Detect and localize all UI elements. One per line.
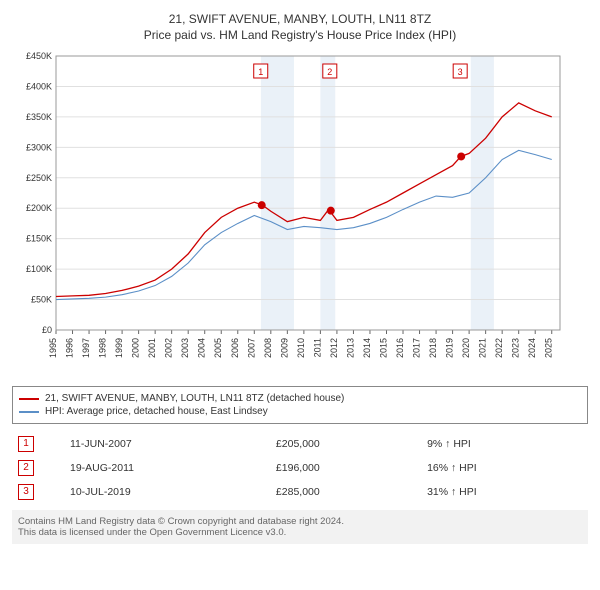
line-chart: £0 £50K £100K £150K £200K £250K £300K £350K £400… (12, 50, 568, 380)
svg-text:2001: 2001 (147, 338, 157, 358)
legend-label: HPI: Average price, detached house, East… (45, 406, 268, 417)
svg-text:2011: 2011 (312, 338, 322, 357)
svg-text:2002: 2002 (164, 338, 174, 358)
svg-text:£450K: £450K (26, 51, 52, 61)
svg-text:2018: 2018 (428, 338, 438, 358)
transaction-date: 10-JUL-2019 (64, 480, 270, 504)
svg-text:1: 1 (258, 67, 263, 77)
footer-line: Contains HM Land Registry data © Crown c… (18, 516, 582, 527)
table-row: 3 10-JUL-2019£285,00031% ↑ HPI (12, 480, 588, 504)
svg-text:2019: 2019 (445, 338, 455, 358)
footer-line: This data is licensed under the Open Gov… (18, 527, 582, 538)
svg-text:1997: 1997 (81, 338, 91, 358)
svg-text:£350K: £350K (26, 112, 52, 122)
transaction-date: 19-AUG-2011 (64, 456, 270, 480)
svg-text:2017: 2017 (412, 338, 422, 358)
footer: Contains HM Land Registry data © Crown c… (12, 510, 588, 544)
svg-text:2013: 2013 (345, 338, 355, 358)
svg-text:2010: 2010 (296, 338, 306, 358)
transaction-price: £196,000 (270, 456, 421, 480)
svg-text:2014: 2014 (362, 338, 372, 358)
transaction-diff: 31% ↑ HPI (421, 480, 588, 504)
page-subtitle: Price paid vs. HM Land Registry's House … (12, 28, 588, 42)
svg-text:£50K: £50K (31, 295, 52, 305)
legend: 21, SWIFT AVENUE, MANBY, LOUTH, LN11 8TZ… (12, 386, 588, 424)
legend-label: 21, SWIFT AVENUE, MANBY, LOUTH, LN11 8TZ… (45, 393, 344, 404)
svg-text:2: 2 (327, 67, 332, 77)
svg-text:1998: 1998 (98, 338, 108, 358)
svg-text:2024: 2024 (527, 338, 537, 358)
svg-text:1995: 1995 (48, 338, 58, 358)
svg-text:2009: 2009 (279, 338, 289, 358)
transaction-diff: 9% ↑ HPI (421, 432, 588, 456)
svg-text:£200K: £200K (26, 203, 52, 213)
legend-swatch (19, 411, 39, 413)
svg-text:2003: 2003 (180, 338, 190, 358)
page-title: 21, SWIFT AVENUE, MANBY, LOUTH, LN11 8TZ (12, 12, 588, 26)
svg-text:2022: 2022 (494, 338, 504, 358)
svg-text:1999: 1999 (114, 338, 124, 358)
svg-text:2023: 2023 (511, 338, 521, 358)
table-row: 2 19-AUG-2011£196,00016% ↑ HPI (12, 456, 588, 480)
svg-text:£100K: £100K (26, 264, 52, 274)
legend-swatch (19, 398, 39, 400)
svg-text:2020: 2020 (461, 338, 471, 358)
svg-text:2007: 2007 (246, 338, 256, 358)
svg-text:£250K: £250K (26, 173, 52, 183)
svg-text:2016: 2016 (395, 338, 405, 358)
transaction-price: £205,000 (270, 432, 421, 456)
svg-text:2025: 2025 (544, 338, 554, 358)
svg-text:£150K: £150K (26, 234, 52, 244)
svg-text:£400K: £400K (26, 81, 52, 91)
svg-text:2015: 2015 (378, 338, 388, 358)
svg-text:1996: 1996 (65, 338, 75, 358)
legend-item: HPI: Average price, detached house, East… (19, 406, 581, 417)
chart-area: £0 £50K £100K £150K £200K £250K £300K £350K £400… (12, 50, 588, 380)
transactions-table: 1 11-JUN-2007£205,0009% ↑ HPI 2 19-AUG-2011… (12, 432, 588, 504)
svg-text:2021: 2021 (478, 338, 488, 358)
transaction-diff: 16% ↑ HPI (421, 456, 588, 480)
svg-text:2005: 2005 (213, 338, 223, 358)
svg-text:2012: 2012 (329, 338, 339, 358)
transaction-price: £285,000 (270, 480, 421, 504)
svg-text:£300K: £300K (26, 142, 52, 152)
svg-text:2000: 2000 (131, 338, 141, 358)
marker-badge: 1 (18, 436, 34, 452)
svg-text:£0: £0 (42, 325, 52, 335)
table-row: 1 11-JUN-2007£205,0009% ↑ HPI (12, 432, 588, 456)
svg-text:2008: 2008 (263, 338, 273, 358)
svg-text:2006: 2006 (230, 338, 240, 358)
transaction-date: 11-JUN-2007 (64, 432, 270, 456)
svg-text:2004: 2004 (197, 338, 207, 358)
svg-text:3: 3 (458, 67, 463, 77)
legend-item: 21, SWIFT AVENUE, MANBY, LOUTH, LN11 8TZ… (19, 393, 581, 404)
marker-badge: 3 (18, 484, 34, 500)
marker-badge: 2 (18, 460, 34, 476)
